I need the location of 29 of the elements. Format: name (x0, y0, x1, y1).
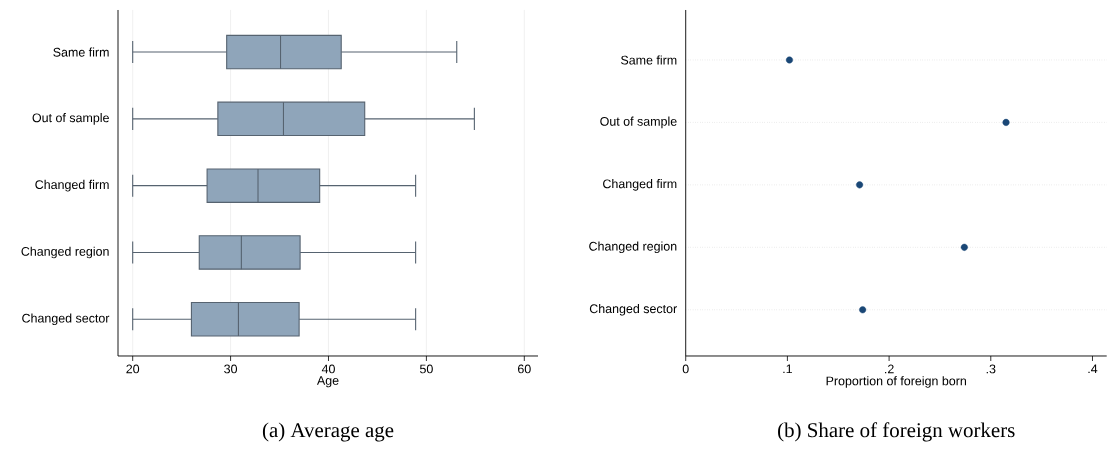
text: (b) Share of foreign workers (778, 422, 1015, 442)
x-axis-title: Proportion of foreign born (826, 376, 966, 388)
y-tick-label: Same firm (621, 55, 677, 65)
point (785, 56, 793, 64)
y-tick-label: Changed region (21, 246, 109, 259)
point (960, 243, 968, 251)
x-tick-label: 20 (126, 364, 140, 374)
x-tick-label: 40 (321, 364, 335, 374)
y-tick-label: Changed sector (589, 303, 677, 316)
x-axis-title: Age (316, 376, 339, 388)
y-tick-label: Out of sample (600, 116, 677, 129)
text: (a) Average age (262, 422, 394, 442)
x-tick-label: 30 (224, 364, 238, 374)
x-tick-label: .2 (885, 364, 894, 374)
y-tick-label: Out of sample (32, 113, 109, 125)
point (859, 306, 867, 314)
x-tick-label: 50 (419, 364, 433, 374)
x-tick-label: .3 (986, 364, 996, 374)
x-tick-label: .1 (783, 364, 792, 374)
y-tick-label: Same firm (53, 47, 109, 57)
y-tick-label: Changed sector (22, 313, 110, 326)
x-tick-label: 60 (518, 364, 531, 374)
x-tick-label: .4 (1088, 364, 1098, 374)
x-tick-label: 0 (682, 364, 689, 374)
y-tick-label: Changed firm (35, 179, 109, 192)
point (1002, 118, 1010, 126)
y-tick-label: Changed firm (603, 179, 677, 191)
point (856, 181, 864, 189)
y-tick-label: Changed region (589, 241, 677, 254)
